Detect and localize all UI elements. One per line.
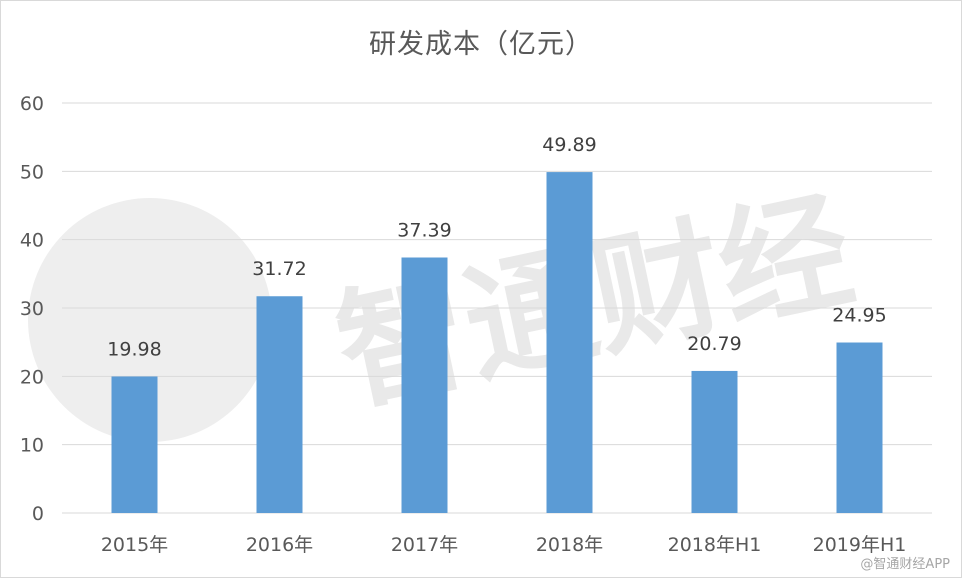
y-tick-label: 30 — [20, 298, 44, 320]
x-tick-label: 2018年 — [536, 534, 603, 556]
bar — [546, 172, 593, 513]
watermark-credit: @智通财经APP — [860, 557, 950, 572]
y-tick-label: 10 — [20, 435, 44, 457]
data-label: 24.95 — [832, 305, 886, 327]
x-tick-label: 2018年H1 — [668, 534, 762, 556]
y-tick-label: 40 — [20, 230, 44, 252]
data-label: 19.98 — [107, 338, 161, 360]
chart-title: 研发成本（亿元） — [369, 29, 593, 60]
data-label: 31.72 — [252, 258, 306, 280]
x-axis-labels: 2015年 2016年 2017年 2018年 2018年H1 2019年H1 — [101, 534, 907, 556]
x-tick-label: 2015年 — [101, 534, 168, 556]
y-tick-label: 50 — [20, 161, 44, 183]
data-labels: 19.98 31.72 37.39 49.89 20.79 24.95 — [107, 134, 886, 360]
data-label: 37.39 — [397, 220, 451, 242]
y-tick-label: 20 — [20, 366, 44, 388]
bar — [836, 342, 883, 513]
bars — [111, 172, 883, 513]
y-tick-label: 0 — [32, 503, 44, 525]
x-tick-label: 2016年 — [246, 534, 313, 556]
bar — [691, 370, 738, 513]
data-label: 49.89 — [542, 134, 596, 156]
bar — [256, 296, 303, 513]
x-tick-label: 2017年 — [391, 534, 458, 556]
data-label: 20.79 — [687, 333, 741, 355]
bar — [401, 257, 448, 513]
y-tick-label: 60 — [20, 93, 44, 115]
x-tick-label: 2019年H1 — [813, 534, 907, 556]
watermark-logo-icon — [28, 198, 272, 442]
bar — [111, 376, 158, 513]
y-axis-labels: 0 10 20 30 40 50 60 — [20, 93, 44, 525]
gridlines — [62, 102, 932, 514]
